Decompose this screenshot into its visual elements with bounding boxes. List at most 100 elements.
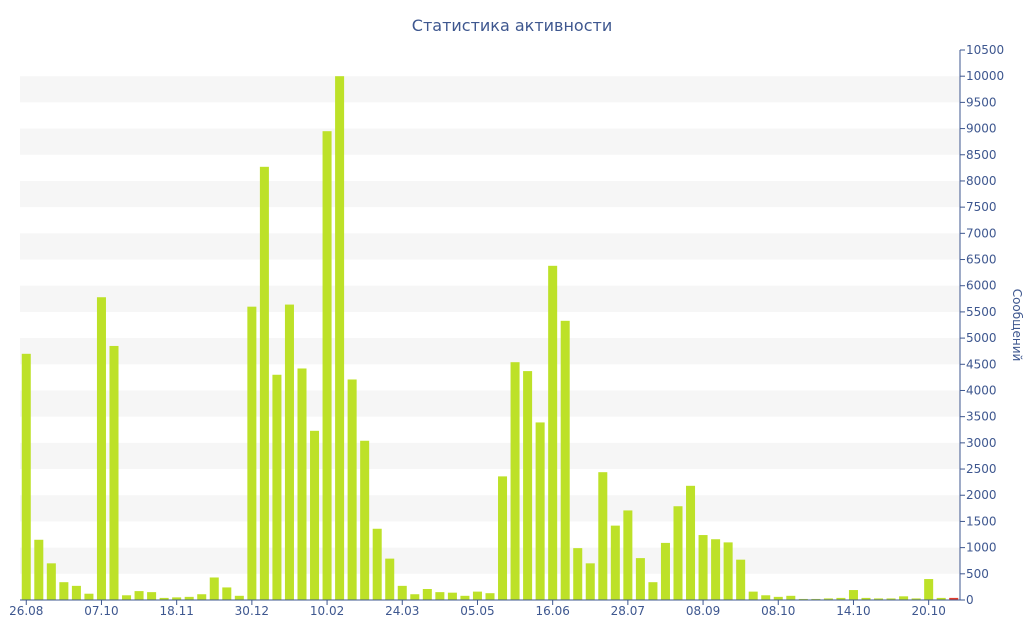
bar bbox=[472, 591, 482, 600]
bar bbox=[372, 528, 382, 600]
bar bbox=[711, 539, 721, 600]
bar bbox=[610, 525, 620, 600]
bar bbox=[660, 542, 670, 600]
bar bbox=[197, 594, 207, 600]
bar bbox=[435, 592, 445, 600]
bar bbox=[96, 297, 106, 600]
y-tick-label: 6000 bbox=[966, 279, 997, 293]
y-tick-label: 2000 bbox=[966, 488, 997, 502]
bar bbox=[523, 371, 533, 600]
y-axis: 0 500 1000 1500 2000 2500 3000 3500 4000 4500 5000… bbox=[959, 43, 1004, 607]
bar bbox=[848, 590, 858, 600]
y-tick-label: 6500 bbox=[966, 253, 997, 267]
bar bbox=[410, 594, 420, 600]
bar bbox=[598, 472, 608, 600]
x-tick-label: 08.09 bbox=[686, 604, 720, 618]
grid-band bbox=[20, 180, 960, 208]
bar bbox=[422, 589, 432, 600]
y-tick-label: 8000 bbox=[966, 174, 997, 188]
bar bbox=[34, 539, 44, 600]
bar bbox=[899, 596, 909, 600]
bar bbox=[911, 598, 921, 600]
x-tick-label: 14.10 bbox=[836, 604, 870, 618]
bar bbox=[798, 598, 808, 600]
x-tick-label: 16.06 bbox=[535, 604, 569, 618]
chart-title: Статистика активности bbox=[412, 16, 612, 35]
bar bbox=[560, 320, 570, 600]
bar bbox=[360, 440, 370, 600]
bar bbox=[46, 563, 56, 600]
bar bbox=[635, 558, 645, 600]
x-tick-label: 28.07 bbox=[611, 604, 645, 618]
bar bbox=[297, 368, 307, 600]
bar bbox=[573, 548, 583, 600]
y-tick-label: 0 bbox=[966, 593, 974, 607]
y-tick-label: 3000 bbox=[966, 436, 997, 450]
bar bbox=[673, 506, 683, 600]
bar bbox=[122, 595, 132, 600]
bar bbox=[535, 422, 545, 600]
grid-band bbox=[20, 442, 960, 470]
bar bbox=[874, 598, 884, 600]
x-tick-label: 05.05 bbox=[460, 604, 494, 618]
bar bbox=[397, 585, 407, 600]
bar bbox=[209, 577, 219, 600]
y-tick-label: 7000 bbox=[966, 226, 997, 240]
y-tick-label: 4500 bbox=[966, 357, 997, 371]
bar bbox=[59, 582, 69, 600]
bar bbox=[786, 595, 796, 600]
bar bbox=[936, 597, 946, 600]
y-tick-label: 10500 bbox=[966, 43, 1004, 57]
grid-band bbox=[20, 547, 960, 574]
bar bbox=[823, 598, 833, 600]
bar bbox=[748, 591, 758, 600]
y-tick-label: 4000 bbox=[966, 383, 997, 397]
bar bbox=[861, 597, 871, 600]
x-tick-label: 30.12 bbox=[235, 604, 269, 618]
bar bbox=[347, 379, 357, 600]
bar bbox=[773, 596, 783, 600]
grid-band bbox=[20, 338, 960, 365]
x-tick-label: 20.10 bbox=[911, 604, 945, 618]
y-tick-label: 1500 bbox=[966, 514, 997, 528]
bar bbox=[623, 510, 633, 600]
grid-bands bbox=[20, 76, 960, 574]
bar bbox=[548, 265, 558, 600]
bar bbox=[222, 587, 232, 600]
bar bbox=[322, 131, 332, 600]
bar bbox=[259, 166, 269, 600]
x-tick-label: 18.11 bbox=[159, 604, 193, 618]
bar bbox=[924, 579, 934, 600]
bar bbox=[234, 595, 244, 600]
bar bbox=[736, 559, 746, 600]
y-tick-label: 7500 bbox=[966, 200, 997, 214]
bar bbox=[272, 374, 282, 600]
y-axis-label: Сообщений bbox=[1010, 289, 1024, 362]
y-tick-label: 9500 bbox=[966, 95, 997, 109]
x-tick-label: 10.02 bbox=[310, 604, 344, 618]
bar bbox=[686, 485, 696, 600]
bar bbox=[949, 597, 959, 600]
bar bbox=[159, 597, 169, 600]
bar bbox=[335, 76, 345, 600]
bar bbox=[723, 542, 733, 600]
grid-band bbox=[20, 285, 960, 312]
grid-band bbox=[20, 76, 960, 103]
x-tick-label: 08.10 bbox=[761, 604, 795, 618]
bar bbox=[71, 585, 81, 600]
grid-band bbox=[20, 390, 960, 417]
y-tick-label: 5000 bbox=[966, 331, 997, 345]
bar bbox=[109, 345, 119, 600]
y-tick-label: 10000 bbox=[966, 69, 1004, 83]
bars bbox=[21, 76, 959, 600]
bar bbox=[247, 306, 257, 600]
grid-band bbox=[20, 495, 960, 522]
x-tick-label: 24.03 bbox=[385, 604, 419, 618]
y-tick-label: 500 bbox=[966, 567, 989, 581]
bar bbox=[811, 598, 821, 600]
y-tick-label: 2500 bbox=[966, 462, 997, 476]
x-tick-label: 26.08 bbox=[9, 604, 43, 618]
bar bbox=[698, 535, 708, 600]
bar bbox=[310, 430, 320, 600]
